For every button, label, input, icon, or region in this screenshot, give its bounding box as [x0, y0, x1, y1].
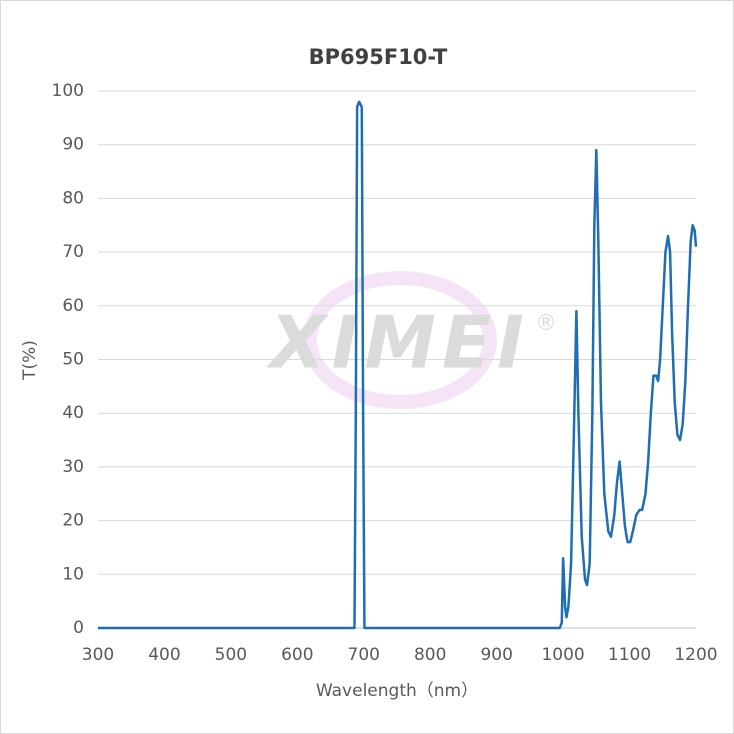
data-line	[98, 100, 698, 630]
y-tick-label: 60	[62, 296, 84, 316]
x-axis-label: Wavelength（nm）	[316, 681, 478, 701]
y-tick-label: 70	[62, 242, 84, 262]
y-tick-label: 50	[62, 350, 84, 370]
x-tick-label: 900	[480, 645, 512, 665]
x-tick-label: 1100	[608, 645, 651, 665]
chart-title: BP695F10-T	[309, 45, 448, 69]
y-tick-label: 40	[62, 403, 84, 423]
x-tick-label: 600	[281, 645, 313, 665]
y-tick-label: 100	[52, 81, 84, 101]
x-tick-label: 400	[148, 645, 180, 665]
watermark: XIMEI ®	[266, 271, 557, 409]
y-tick-label: 0	[73, 618, 84, 638]
watermark-ring	[303, 271, 497, 409]
x-tick-label: 300	[82, 645, 114, 665]
x-tick-label: 500	[215, 645, 247, 665]
y-tick-label: 20	[62, 511, 84, 531]
y-tick-label: 10	[62, 564, 84, 584]
x-tick-label: 1000	[541, 645, 584, 665]
y-axis-label: T(%)	[20, 340, 40, 381]
y-tick-label: 30	[62, 457, 84, 477]
watermark-text: XIMEI	[266, 301, 530, 385]
x-tick-label: 700	[348, 645, 380, 665]
x-tick-label: 1200	[674, 645, 717, 665]
y-tick-label: 80	[62, 188, 84, 208]
y-tick-label: 90	[62, 135, 84, 155]
watermark-mark: ®	[535, 311, 557, 336]
x-tick-label: 800	[414, 645, 446, 665]
